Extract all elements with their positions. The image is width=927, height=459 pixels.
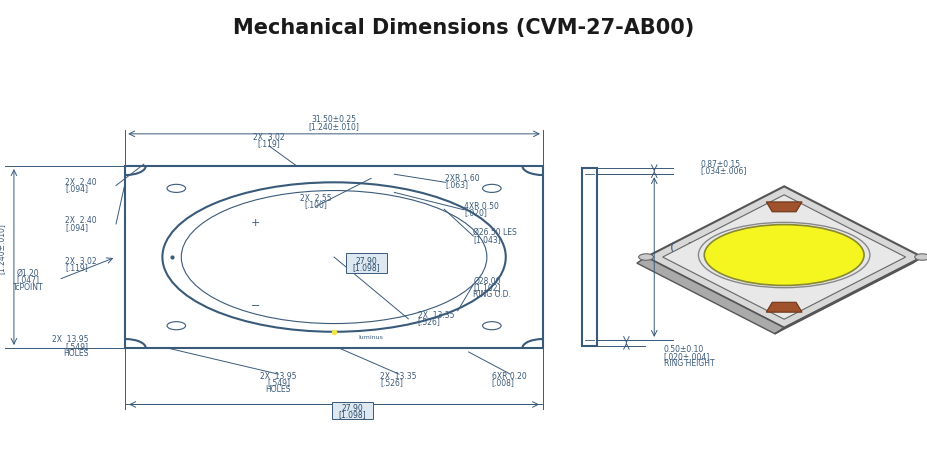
- Text: Ø1.20: Ø1.20: [17, 269, 39, 278]
- Text: ): ): [720, 242, 726, 256]
- Text: RING O.D.: RING O.D.: [473, 290, 511, 299]
- Text: 2X  2.55: 2X 2.55: [299, 194, 331, 203]
- Text: [.063]: [.063]: [445, 180, 468, 189]
- Polygon shape: [636, 257, 783, 334]
- Text: [1.102]: [1.102]: [473, 283, 501, 292]
- Text: HOLES: HOLES: [265, 385, 291, 394]
- Text: [1.240±.010]: [1.240±.010]: [0, 224, 6, 274]
- Polygon shape: [766, 202, 801, 212]
- Polygon shape: [662, 195, 905, 319]
- Text: 2X  2.40: 2X 2.40: [65, 216, 96, 225]
- Polygon shape: [645, 186, 921, 328]
- Circle shape: [914, 254, 927, 260]
- Text: [.549]: [.549]: [65, 342, 88, 351]
- Bar: [581, 168, 596, 346]
- Text: 31.50±0.25: 31.50±0.25: [311, 115, 356, 124]
- Text: [.008]: [.008]: [491, 378, 514, 387]
- Ellipse shape: [704, 224, 863, 285]
- Bar: [346, 253, 387, 273]
- Text: 2X  2.40: 2X 2.40: [65, 178, 96, 187]
- Text: [.119]: [.119]: [65, 263, 88, 273]
- Text: Ø26.50 LES: Ø26.50 LES: [473, 228, 516, 237]
- Text: RING HEIGHT: RING HEIGHT: [663, 359, 714, 368]
- Text: [.034±.006]: [.034±.006]: [700, 167, 746, 175]
- Text: 27.90: 27.90: [341, 404, 363, 413]
- Text: [.119]: [.119]: [258, 140, 280, 148]
- Text: 2XR 1.60: 2XR 1.60: [445, 174, 479, 183]
- Text: Mechanical Dimensions (CVM-27-AB00): Mechanical Dimensions (CVM-27-AB00): [233, 17, 694, 38]
- Text: [.526]: [.526]: [417, 318, 440, 326]
- Text: 0.50±0.10: 0.50±0.10: [663, 346, 703, 354]
- Text: [.020]: [.020]: [464, 208, 487, 218]
- Text: luminus: luminus: [359, 336, 383, 340]
- Text: 2X  13.35: 2X 13.35: [417, 311, 453, 320]
- Bar: [332, 402, 373, 419]
- Text: 1.37: 1.37: [687, 242, 704, 252]
- Bar: [125, 166, 542, 348]
- Text: TcPOINT: TcPOINT: [12, 283, 44, 292]
- Text: Ø28.00: Ø28.00: [473, 277, 501, 286]
- Text: [.094]: [.094]: [65, 184, 88, 193]
- Text: −: −: [250, 301, 260, 310]
- Text: [.094]: [.094]: [65, 223, 88, 232]
- Text: 6XR 0.20: 6XR 0.20: [491, 372, 526, 381]
- Text: 2X  13.35: 2X 13.35: [380, 372, 416, 381]
- Text: [1.240±.010]: [1.240±.010]: [309, 122, 359, 131]
- Text: [.020±.004]: [.020±.004]: [663, 353, 709, 361]
- Text: [1.098]: [1.098]: [338, 410, 366, 419]
- Polygon shape: [766, 302, 801, 312]
- Text: 2X  3.02: 2X 3.02: [253, 134, 285, 142]
- Text: [1.043]: [1.043]: [473, 235, 501, 244]
- Text: [.054]: [.054]: [684, 250, 706, 259]
- Text: 2X  3.02: 2X 3.02: [65, 257, 96, 266]
- Text: 4XR 0.50: 4XR 0.50: [464, 202, 499, 211]
- Text: [.047]: [.047]: [17, 275, 39, 285]
- Text: [.526]: [.526]: [380, 378, 403, 387]
- Text: HOLES: HOLES: [63, 349, 88, 358]
- Text: 2X  13.95: 2X 13.95: [260, 372, 297, 381]
- Text: [1.098]: [1.098]: [352, 263, 380, 273]
- Text: +: +: [250, 218, 260, 228]
- Text: [.549]: [.549]: [267, 378, 289, 387]
- Text: (: (: [669, 242, 675, 256]
- Polygon shape: [774, 257, 921, 334]
- Text: [.100]: [.100]: [304, 201, 326, 209]
- Text: 27.90: 27.90: [355, 257, 377, 266]
- Circle shape: [638, 254, 653, 260]
- Text: 0.87±0.15: 0.87±0.15: [700, 160, 740, 168]
- Text: 2X  13.95: 2X 13.95: [52, 336, 88, 344]
